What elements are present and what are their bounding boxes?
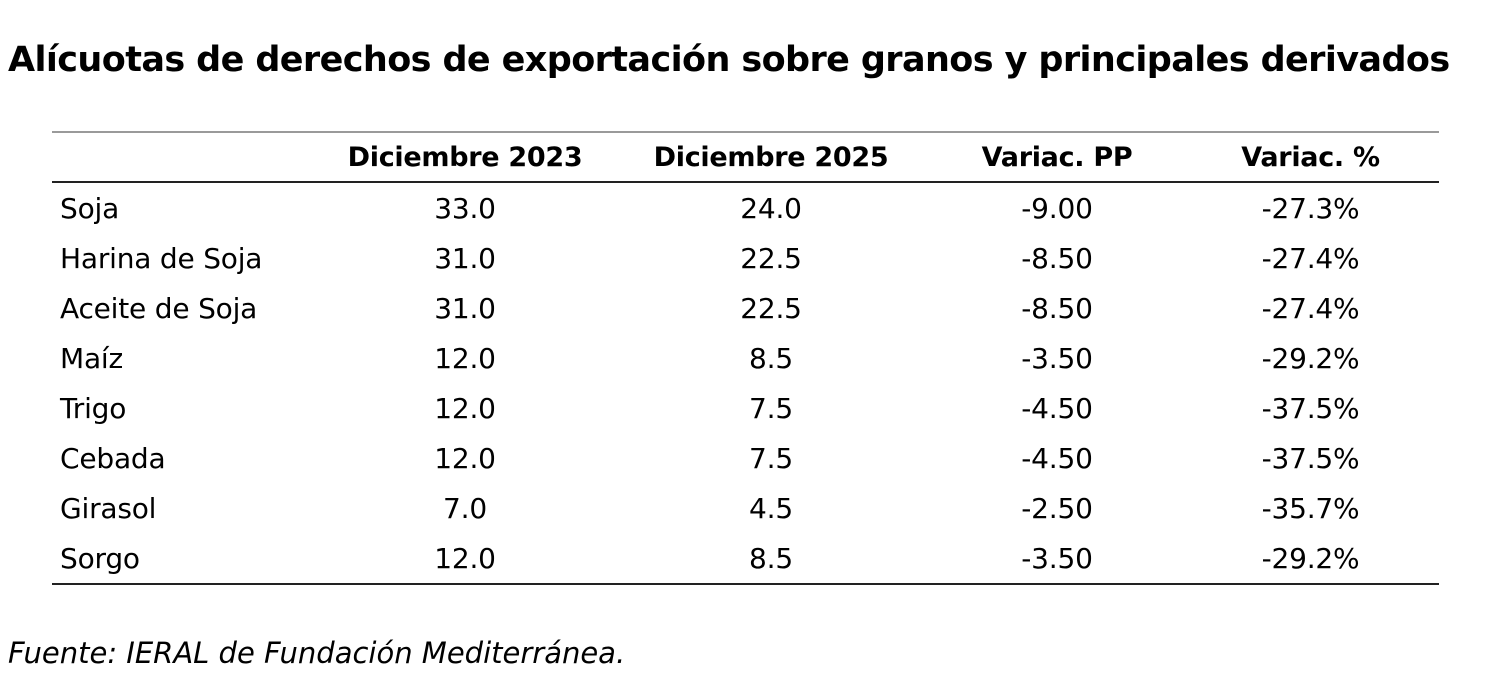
value-variation-pp: -4.50 (1021, 391, 1093, 425)
value-dec-2025: 22.5 (740, 241, 802, 275)
value-variation-pp: -2.50 (1021, 491, 1093, 525)
page-title: Alícuotas de derechos de exportación sob… (8, 40, 1450, 80)
value-dec-2023: 12.0 (434, 541, 496, 575)
table-row: Girasol 7.0 4.5 -2.50 -35.7% (52, 483, 1439, 533)
table-row: Maíz 12.0 8.5 -3.50 -29.2% (52, 333, 1439, 383)
value-variation-pp: -3.50 (1021, 341, 1093, 375)
value-dec-2025: 7.5 (749, 441, 793, 475)
table-row: Aceite de Soja 31.0 22.5 -8.50 -27.4% (52, 283, 1439, 333)
value-variation-pct: -29.2% (1261, 341, 1360, 375)
value-variation-pct: -37.5% (1261, 391, 1360, 425)
source-note: Fuente: IERAL de Fundación Mediterránea. (8, 636, 626, 670)
value-variation-pct: -27.4% (1261, 291, 1360, 325)
product-name: Trigo (60, 391, 127, 425)
product-name: Soja (60, 191, 120, 225)
table-row: Harina de Soja 31.0 22.5 -8.50 -27.4% (52, 233, 1439, 283)
header-variation-pp: Variac. PP (981, 141, 1133, 173)
table-row: Cebada 12.0 7.5 -4.50 -37.5% (52, 433, 1439, 483)
header-product (52, 132, 320, 182)
table-row: Sorgo 12.0 8.5 -3.50 -29.2% (52, 533, 1439, 584)
export-duties-table: Diciembre 2023 Diciembre 2025 Variac. PP… (52, 131, 1439, 585)
value-dec-2023: 7.0 (443, 491, 487, 525)
product-name: Aceite de Soja (60, 291, 258, 325)
value-variation-pp: -4.50 (1021, 441, 1093, 475)
value-variation-pct: -27.3% (1261, 191, 1360, 225)
header-row: Diciembre 2023 Diciembre 2025 Variac. PP… (52, 132, 1439, 182)
value-dec-2025: 8.5 (749, 341, 793, 375)
header-dec-2025: Diciembre 2025 (653, 141, 889, 173)
value-variation-pp: -8.50 (1021, 291, 1093, 325)
header-variation-pct: Variac. % (1241, 141, 1380, 173)
product-name: Maíz (60, 341, 123, 375)
value-dec-2023: 12.0 (434, 391, 496, 425)
value-dec-2023: 12.0 (434, 341, 496, 375)
data-table: Diciembre 2023 Diciembre 2025 Variac. PP… (52, 131, 1439, 585)
value-dec-2023: 31.0 (434, 291, 496, 325)
value-dec-2025: 7.5 (749, 391, 793, 425)
value-variation-pp: -8.50 (1021, 241, 1093, 275)
value-variation-pp: -3.50 (1021, 541, 1093, 575)
value-dec-2023: 31.0 (434, 241, 496, 275)
value-variation-pp: -9.00 (1021, 191, 1093, 225)
table-row: Soja 33.0 24.0 -9.00 -27.3% (52, 182, 1439, 233)
product-name: Sorgo (60, 541, 140, 575)
product-name: Cebada (60, 441, 166, 475)
value-variation-pct: -29.2% (1261, 541, 1360, 575)
value-dec-2025: 24.0 (740, 191, 802, 225)
header-dec-2023: Diciembre 2023 (347, 141, 583, 173)
value-dec-2025: 8.5 (749, 541, 793, 575)
value-variation-pct: -37.5% (1261, 441, 1360, 475)
product-name: Harina de Soja (60, 241, 263, 275)
table-row: Trigo 12.0 7.5 -4.50 -37.5% (52, 383, 1439, 433)
value-dec-2023: 33.0 (434, 191, 496, 225)
table-body: Soja 33.0 24.0 -9.00 -27.3% Harina de So… (52, 182, 1439, 584)
value-dec-2025: 4.5 (749, 491, 793, 525)
product-name: Girasol (60, 491, 157, 525)
value-dec-2025: 22.5 (740, 291, 802, 325)
table-header: Diciembre 2023 Diciembre 2025 Variac. PP… (52, 132, 1439, 182)
value-variation-pct: -35.7% (1261, 491, 1360, 525)
value-dec-2023: 12.0 (434, 441, 496, 475)
value-variation-pct: -27.4% (1261, 241, 1360, 275)
